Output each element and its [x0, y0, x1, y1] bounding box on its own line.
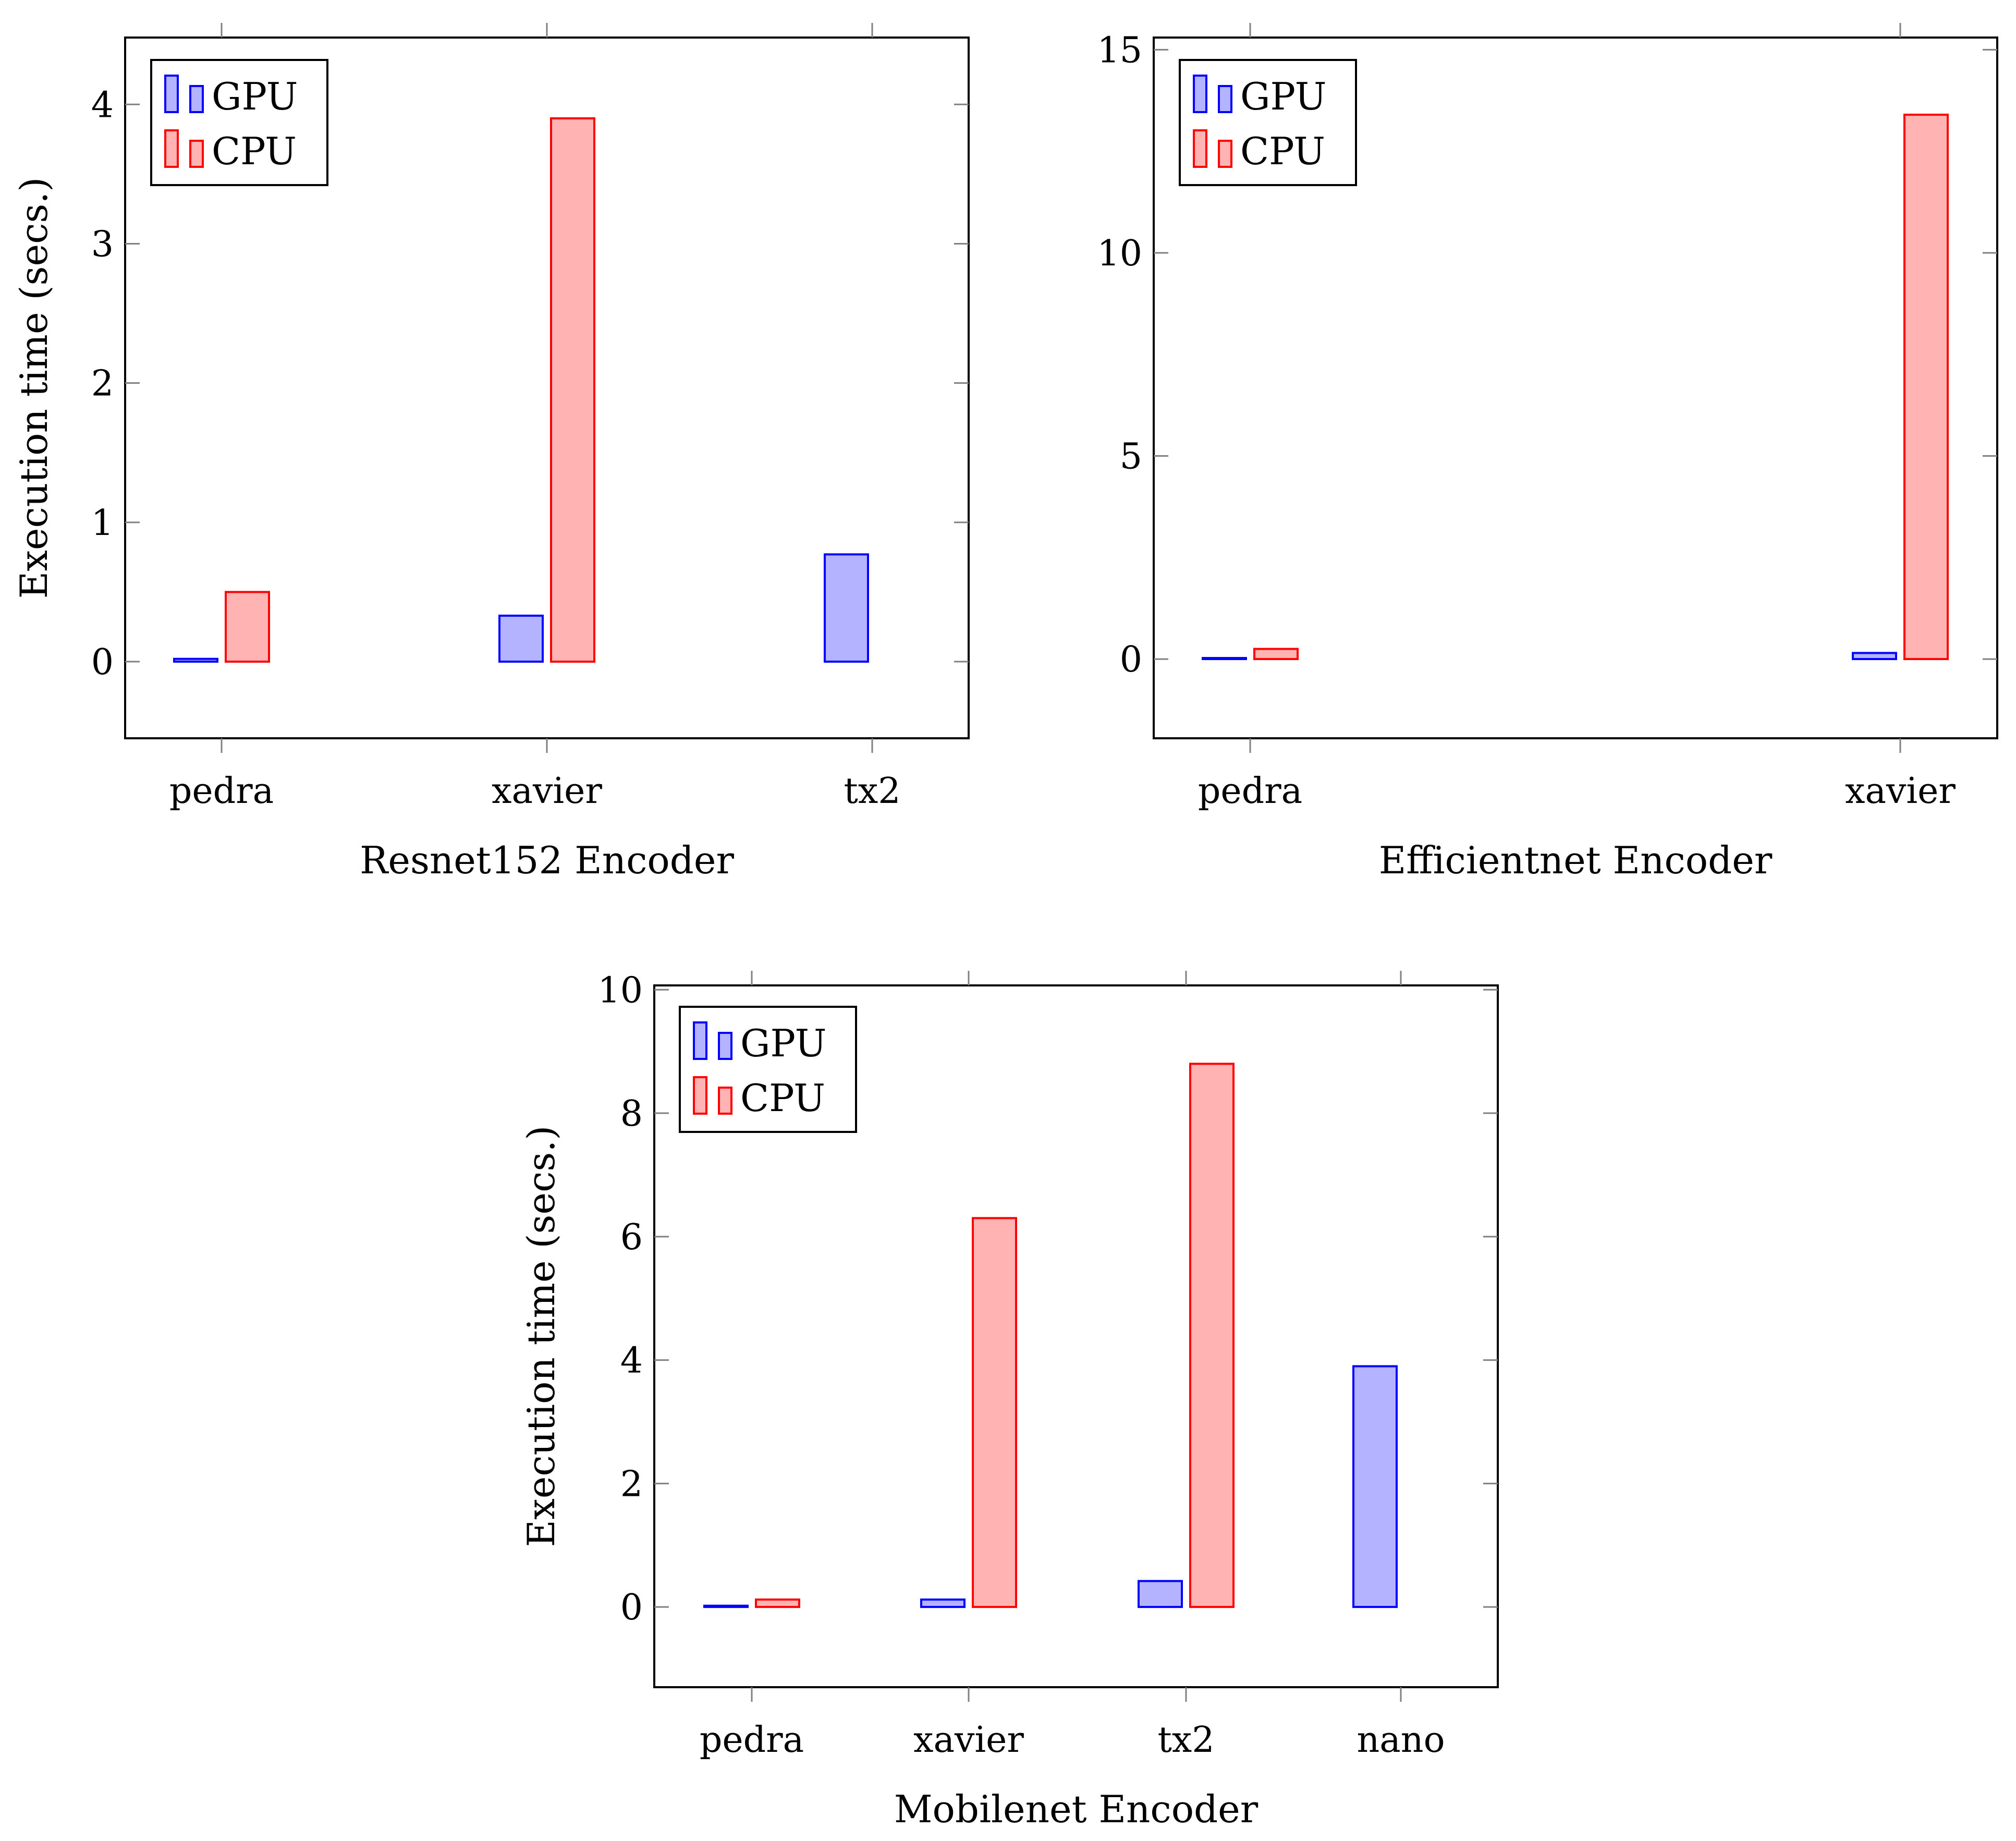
x-axis-label: Resnet152 Encoder [360, 838, 734, 882]
legend-box [1179, 59, 1357, 186]
x-tick-label: tx2 [844, 771, 901, 812]
y-tick-label: 0 [620, 1587, 643, 1628]
legend-label-gpu: GPU [212, 75, 298, 118]
x-tick-label: tx2 [1158, 1720, 1215, 1761]
legend-label-cpu: CPU [212, 129, 297, 173]
x-tick-label: nano [1357, 1720, 1445, 1761]
bar-cpu-xavier [1903, 114, 1949, 661]
bar-cpu-pedra [1253, 648, 1299, 661]
y-tick-label: 15 [1097, 30, 1142, 71]
legend-label-gpu: GPU [1240, 75, 1326, 118]
legend-swatch-cpu [693, 1076, 707, 1115]
chart-panel-2: 0 5 10 15 pedra xavier Efficientnet Encoder GPU… [1097, 23, 1998, 882]
legend-box [679, 1006, 857, 1133]
bar-gpu-xavier [498, 614, 544, 663]
bar-gpu-pedra [703, 1604, 749, 1608]
bar-gpu-tx2 [1138, 1580, 1183, 1608]
y-tick-label: 0 [91, 642, 114, 683]
bar-gpu-xavier [920, 1598, 966, 1608]
legend: GPU CPU [679, 1006, 857, 1133]
legend: GPU CPU [1179, 59, 1357, 186]
legend-swatch-gpu [693, 1021, 707, 1060]
y-tick-label: 1 [91, 503, 114, 544]
x-tick-label: pedra [169, 771, 274, 812]
bar-gpu-tx2 [824, 553, 869, 663]
legend-swatch-gpu [189, 85, 204, 113]
bar-gpu-pedra [173, 657, 218, 663]
y-tick-label: 5 [1120, 436, 1142, 478]
x-axis-label: Mobilenet Encoder [894, 1787, 1259, 1831]
legend-box [150, 59, 328, 186]
bar-gpu-xavier [1852, 652, 1897, 661]
bar-cpu-tx2 [1189, 1063, 1235, 1608]
legend-swatch-cpu [164, 129, 179, 168]
y-tick-label: 2 [620, 1464, 643, 1505]
bar-gpu-nano [1352, 1365, 1398, 1608]
y-tick-label: 6 [620, 1217, 643, 1258]
legend-swatch-cpu [189, 140, 204, 168]
bar-cpu-pedra [225, 591, 270, 663]
legend-swatch-gpu [1218, 85, 1232, 113]
x-tick-label: pedra [700, 1720, 804, 1761]
chart-panel-3: 0 2 4 6 8 10 pedra xavier tx2 nano Mobilenet Encod… [519, 970, 1499, 1831]
y-tick-label: 0 [1120, 639, 1142, 680]
plot-frame [1153, 36, 1998, 739]
legend: GPU CPU [150, 59, 328, 186]
y-axis-label: Execution time (secs.) [12, 177, 56, 599]
y-tick-label: 4 [91, 84, 114, 126]
y-tick-label: 2 [91, 363, 114, 405]
legend-swatch-cpu [1218, 140, 1232, 168]
y-tick-label: 8 [620, 1093, 643, 1135]
chart-panel-1: 0 1 2 3 4 pedra xavier tx2 Resnet152 Encoder Exec… [12, 23, 970, 882]
y-tick-label: 10 [1097, 233, 1142, 274]
plot-frame [653, 984, 1499, 1688]
y-tick-label: 10 [597, 970, 643, 1011]
legend-label-cpu: CPU [740, 1076, 825, 1120]
bar-cpu-xavier [550, 117, 595, 663]
x-tick-label: xavier [1845, 771, 1956, 812]
x-tick-label: xavier [913, 1720, 1024, 1761]
legend-swatch-gpu [718, 1032, 732, 1060]
x-tick-label: pedra [1198, 771, 1302, 812]
bar-cpu-pedra [755, 1598, 800, 1608]
bar-gpu-pedra [1202, 657, 1247, 661]
legend-swatch-gpu [164, 75, 179, 113]
legend-swatch-cpu [1193, 129, 1207, 168]
x-axis-label: Efficientnet Encoder [1379, 838, 1773, 882]
y-tick-label: 4 [620, 1340, 643, 1382]
bar-cpu-xavier [972, 1217, 1017, 1608]
x-tick-label: xavier [492, 771, 602, 812]
y-axis-label: Execution time (secs.) [519, 1126, 563, 1547]
legend-label-cpu: CPU [1240, 129, 1325, 173]
legend-label-gpu: GPU [740, 1021, 826, 1065]
legend-swatch-gpu [1193, 75, 1207, 113]
y-tick-label: 3 [91, 224, 114, 265]
legend-swatch-cpu [718, 1087, 732, 1115]
